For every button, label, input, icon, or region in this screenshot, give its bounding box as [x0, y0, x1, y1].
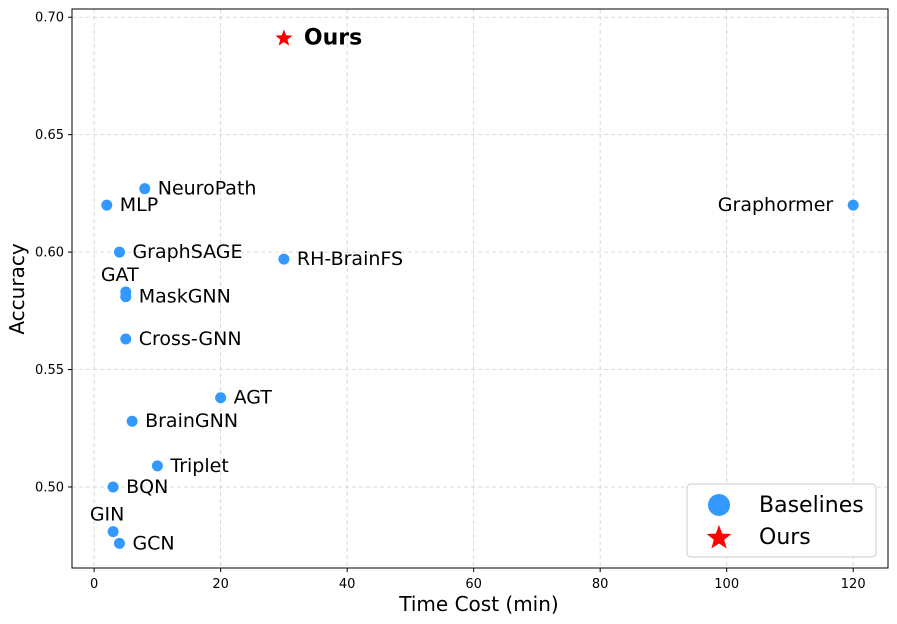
legend-label-ours: Ours [759, 525, 811, 550]
legend-marker-ours [706, 525, 732, 549]
label-graphormer: Graphormer [718, 194, 834, 216]
point-neuropath [139, 183, 151, 195]
label-braingnn: BrainGNN [145, 410, 238, 432]
point-mlp [101, 199, 113, 211]
legend-box [686, 483, 877, 558]
label-cross-gnn: Cross-GNN [139, 328, 242, 350]
x-tick-label: 100 [714, 577, 739, 592]
x-tick-label: 120 [841, 577, 866, 592]
label-gin: GIN [90, 504, 125, 526]
point-ours [275, 29, 293, 46]
label-triplet: Triplet [169, 455, 228, 477]
point-rh-brainfs [278, 253, 290, 265]
point-gin [107, 526, 119, 538]
x-axis-title: Time Cost (min) [398, 592, 558, 616]
plot-frame [71, 8, 889, 569]
point-braingnn [126, 415, 138, 427]
y-tick-label: 0.70 [35, 11, 64, 26]
point-gcn [113, 537, 125, 549]
point-triplet [151, 460, 163, 472]
y-tick-label: 0.55 [35, 363, 64, 378]
point-cross-gnn [120, 333, 132, 345]
label-agt: AGT [234, 387, 273, 409]
legend-label-baselines: Baselines [759, 493, 864, 518]
x-tick-label: 40 [339, 577, 356, 592]
label-bqn: BQN [126, 476, 168, 498]
label-gat: GAT [101, 264, 139, 286]
x-tick-label: 0 [90, 577, 98, 592]
axis-ticks: 0 20 40 60 80 100 120 0.50 0.55 0.60 0.65 0.70 [35, 11, 866, 592]
label-gcn: GCN [132, 532, 174, 554]
label-maskgnn: MaskGNN [139, 286, 231, 308]
label-rh-brainfs: RH-BrainFS [297, 248, 403, 270]
legend-marker-baselines [708, 494, 730, 516]
label-mlp: MLP [120, 194, 158, 216]
point-graphsage [113, 246, 125, 258]
point-graphormer [847, 199, 859, 211]
x-tick-label: 60 [465, 577, 482, 592]
point-agt [215, 392, 227, 404]
point-bqn [107, 481, 119, 493]
y-tick-label: 0.50 [35, 480, 64, 495]
y-tick-label: 0.65 [35, 128, 64, 143]
label-ours: Ours [304, 25, 362, 50]
x-tick-label: 80 [592, 577, 609, 592]
x-tick-label: 20 [212, 577, 229, 592]
label-neuropath: NeuroPath [158, 178, 257, 200]
legend: Baselines Ours [686, 483, 877, 558]
point-maskgnn [120, 291, 132, 303]
y-axis-title: Accuracy [5, 243, 29, 334]
label-graphsage: GraphSAGE [132, 241, 242, 263]
y-tick-label: 0.60 [35, 246, 64, 261]
